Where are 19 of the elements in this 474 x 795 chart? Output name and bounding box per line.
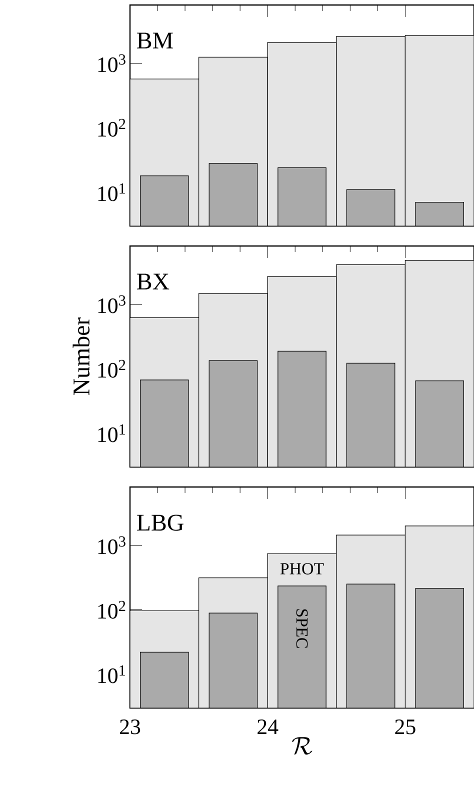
x-axis-title: $\mathcal{R}$	[292, 737, 312, 755]
y-axis-title: Number	[72, 318, 90, 395]
y-tick-label: 10$^{3}$	[98, 295, 126, 314]
text: LBG	[137, 514, 184, 531]
y-tick-label: 10$^{2}$	[98, 118, 126, 137]
annotation: PHOT	[280, 563, 324, 574]
text: BM	[137, 32, 173, 48]
y-tick-label: 10$^{3}$	[98, 536, 126, 554]
x-tick-label: 24	[258, 720, 278, 734]
text: BX	[137, 274, 170, 290]
x-tick-label: 23	[120, 720, 140, 734]
y-tick-label: 10$^{2}$	[98, 600, 126, 619]
annotation: SPEC	[296, 609, 308, 648]
y-tick-label: 10$^{2}$	[98, 360, 126, 378]
y-tick-label: 10$^{1}$	[98, 183, 126, 202]
x-tick-label: 25	[395, 720, 416, 734]
y-tick-label: 10$^{3}$	[98, 54, 126, 72]
y-tick-label: 10$^{1}$	[98, 424, 126, 442]
y-tick-label: 10$^{1}$	[98, 665, 126, 684]
